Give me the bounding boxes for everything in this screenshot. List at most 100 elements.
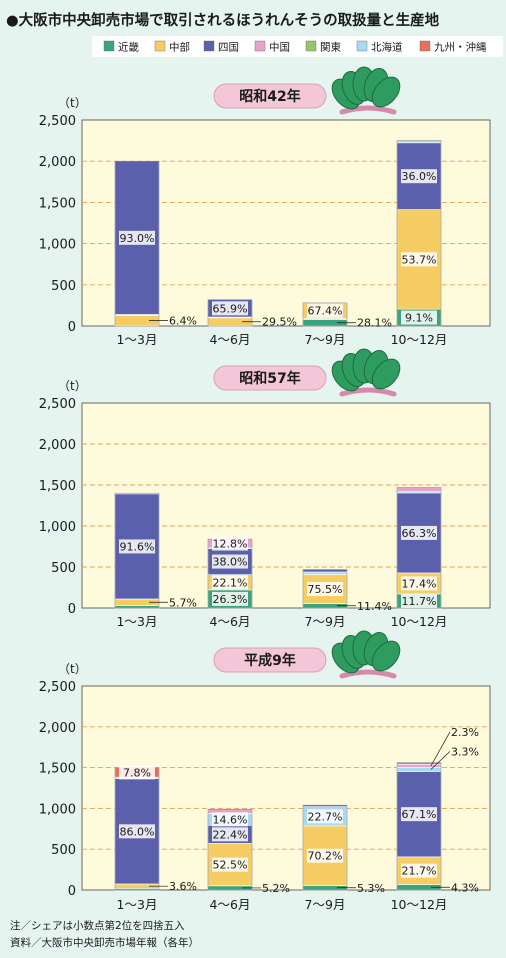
legend-swatch (154, 40, 166, 52)
chart-panel: 昭和57年 （t） 0 500 1,000 1,500 2,000 2,500 1〜3月 4〜6月… (39, 348, 491, 629)
data-label-bg (401, 252, 437, 267)
chart-panel: 平成9年 （t） 0 500 1,000 1,500 2,000 2,500 1〜3月 4〜6月 7… (39, 630, 491, 912)
data-label-bg (212, 827, 248, 842)
chart-title-badge (213, 647, 327, 673)
data-label: 17.4% (402, 577, 437, 590)
y-tick-label: 2,500 (39, 397, 76, 412)
data-label-bg (401, 169, 437, 184)
chart-title: 昭和42年 (239, 88, 300, 105)
data-label: 26.3% (213, 593, 248, 606)
data-label-bg (307, 809, 343, 824)
legend: 近畿 中部 四国 中国 関東 北海道 九州・沖縄 (92, 36, 503, 57)
bar-segment (302, 569, 348, 573)
y-axis-unit: （t） (58, 96, 87, 110)
y-tick-label: 2,500 (39, 114, 76, 129)
y-tick-label: 1,000 (39, 520, 76, 535)
chart-panel: 昭和42年 （t） 0 500 1,000 1,500 2,000 2,500 1〜3月 4〜6月… (39, 66, 491, 347)
data-label-bg (307, 303, 343, 318)
chart-title: 平成9年 (244, 652, 296, 669)
spinach-leaf-icon (371, 640, 401, 672)
bar-outline (207, 808, 253, 891)
legend-label: 北海道 (371, 41, 403, 54)
y-tick-label: 1,500 (39, 762, 76, 777)
data-label-bg (401, 593, 437, 608)
data-label-bg (307, 848, 343, 863)
legend-swatch (203, 40, 215, 52)
bar-outline (396, 762, 442, 891)
data-label: 5.2% (262, 882, 290, 895)
x-tick-label: 1〜3月 (117, 897, 158, 912)
legend-swatch (254, 40, 266, 52)
chart-title-badge (213, 83, 327, 109)
chart-title-badge (213, 365, 327, 391)
note-share: 注／シェアは小数点第2位を四捨五入 (10, 919, 185, 932)
data-label-bg (119, 824, 155, 839)
x-tick-label: 4〜6月 (210, 897, 251, 912)
data-label: 22.4% (213, 828, 248, 841)
data-label: 9.1% (405, 312, 433, 325)
legend-box (92, 36, 503, 57)
data-label-bg (401, 310, 437, 325)
y-tick-label: 1,500 (39, 479, 76, 494)
data-label: 52.5% (213, 859, 248, 872)
spinach-stem-icon (339, 105, 397, 115)
note-source: 資料／大阪市中央卸売市場年報（各年） (10, 936, 199, 949)
chart-title: 昭和57年 (239, 370, 300, 387)
data-label: 7.8% (123, 766, 151, 779)
data-label-leader (430, 751, 451, 770)
x-tick-label: 7〜9月 (305, 614, 346, 629)
data-label-bg (401, 525, 437, 540)
y-tick-label: 500 (51, 561, 76, 576)
legend-label: 関東 (320, 41, 341, 54)
data-label: 5.7% (169, 596, 197, 609)
bar-segment (396, 766, 442, 772)
y-tick-label: 500 (51, 279, 76, 294)
y-tick-label: 1,000 (39, 802, 76, 817)
y-tick-label: 2,000 (39, 438, 76, 453)
figure-title: ●大阪市中央卸売市場で取引されるほうれんそうの取扱量と生産地 (6, 11, 440, 29)
data-label: 3.6% (169, 880, 197, 893)
bar-outline (396, 140, 442, 327)
data-label-bg (401, 576, 437, 591)
y-tick-label: 1,500 (39, 196, 76, 211)
legend-swatch (103, 40, 115, 52)
data-label-bg (212, 575, 248, 590)
bar-outline (114, 492, 160, 609)
data-label-bg (212, 812, 248, 827)
spinach-icon (331, 66, 401, 115)
legend-label: 近畿 (118, 41, 139, 54)
legend-label: 中国 (269, 41, 290, 54)
x-tick-label: 7〜9月 (305, 897, 346, 912)
y-tick-label: 0 (68, 320, 76, 335)
legend-label: 四国 (218, 42, 239, 54)
data-label: 6.4% (169, 314, 197, 327)
x-tick-label: 10〜12月 (391, 332, 448, 347)
bar-segment (302, 571, 348, 575)
data-label: 93.0% (120, 232, 155, 245)
legend-label: 九州・沖縄 (434, 41, 487, 54)
data-label: 65.9% (213, 302, 248, 315)
y-axis-unit: （t） (58, 662, 87, 676)
data-label-bg (212, 591, 248, 606)
data-label-bg (307, 582, 343, 597)
data-label: 67.4% (308, 305, 343, 318)
data-label-bg (212, 536, 248, 551)
bar-segment (114, 605, 160, 609)
data-label: 12.8% (213, 538, 248, 551)
x-tick-label: 1〜3月 (117, 614, 158, 629)
data-label: 53.7% (402, 253, 437, 266)
legend-swatch (356, 40, 368, 52)
data-label: 21.7% (402, 865, 437, 878)
data-label: 75.5% (308, 583, 343, 596)
bar-segment (396, 487, 442, 493)
legend-swatch (419, 40, 431, 52)
data-label: 66.3% (402, 527, 437, 540)
x-tick-label: 10〜12月 (391, 614, 448, 629)
data-label-bg (119, 765, 155, 780)
data-label: 3.3% (451, 745, 479, 758)
bar-outline (302, 302, 348, 327)
y-axis-unit: （t） (58, 379, 87, 393)
spinach-stem-icon (339, 669, 397, 679)
data-label: 28.1% (357, 317, 392, 330)
